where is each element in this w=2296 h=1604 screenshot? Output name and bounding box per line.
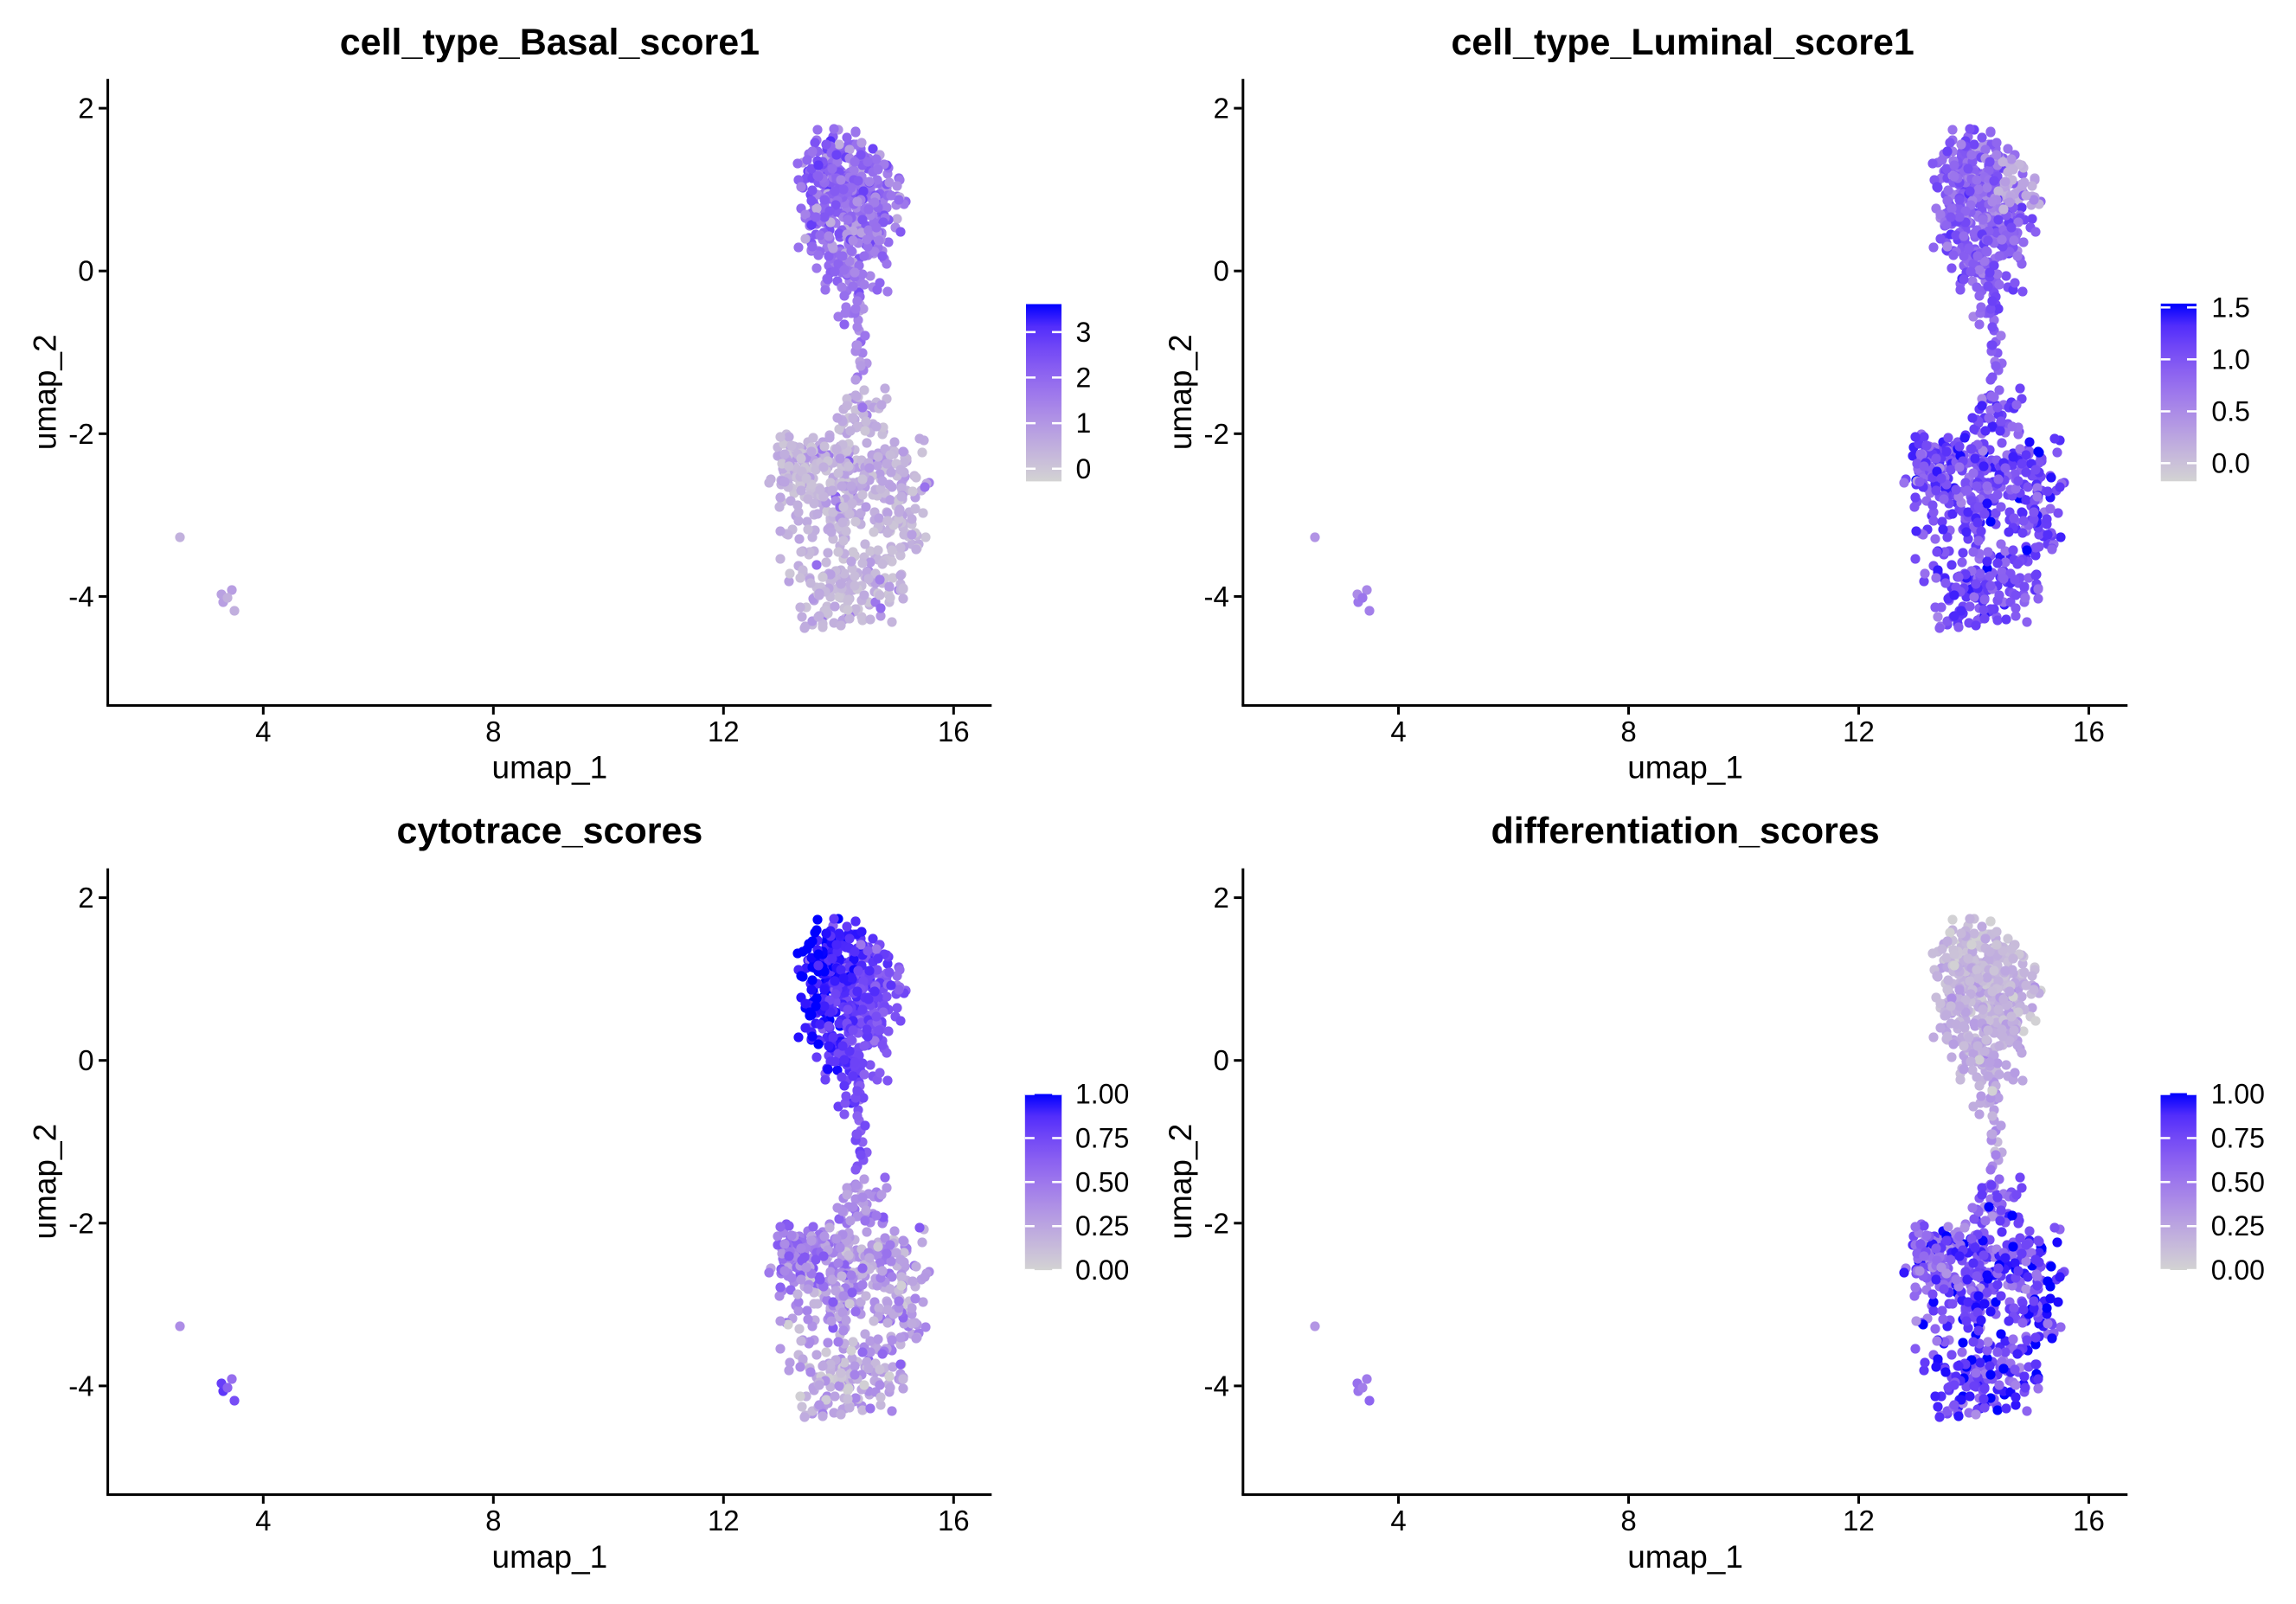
svg-text:16: 16 [2073, 1505, 2105, 1537]
svg-text:-4: -4 [68, 581, 93, 613]
svg-text:0: 0 [1213, 255, 1228, 287]
svg-text:8: 8 [1620, 715, 1636, 747]
svg-text:3: 3 [1076, 317, 1092, 348]
svg-text:0: 0 [1076, 453, 1092, 484]
svg-text:2: 2 [1213, 93, 1228, 125]
svg-text:differentiation_scores: differentiation_scores [1491, 811, 1879, 852]
svg-text:12: 12 [1843, 715, 1875, 747]
svg-text:0.0: 0.0 [2211, 447, 2249, 478]
svg-text:1: 1 [1076, 407, 1092, 439]
svg-text:4: 4 [255, 715, 271, 747]
svg-text:0.00: 0.00 [1075, 1254, 1129, 1286]
svg-text:cell_type_Basal_score1: cell_type_Basal_score1 [340, 22, 760, 63]
svg-text:4: 4 [255, 1505, 271, 1537]
svg-text:umap_1: umap_1 [492, 1539, 608, 1575]
svg-text:umap_2: umap_2 [28, 334, 63, 450]
svg-text:16: 16 [938, 715, 970, 747]
svg-text:0.25: 0.25 [1075, 1210, 1129, 1241]
svg-text:-2: -2 [68, 418, 93, 450]
svg-text:1.00: 1.00 [1075, 1079, 1129, 1110]
svg-text:umap_1: umap_1 [492, 750, 608, 786]
svg-text:1.0: 1.0 [2211, 343, 2249, 375]
svg-text:8: 8 [485, 715, 501, 747]
svg-text:-2: -2 [68, 1207, 93, 1239]
svg-text:12: 12 [1843, 1505, 1875, 1537]
svg-text:0.00: 0.00 [2211, 1254, 2265, 1286]
svg-text:umap_2: umap_2 [1163, 1124, 1198, 1240]
svg-text:12: 12 [708, 1505, 740, 1537]
svg-text:0: 0 [78, 1044, 93, 1076]
svg-text:1.00: 1.00 [2211, 1079, 2265, 1110]
svg-text:1.5: 1.5 [2211, 292, 2249, 323]
svg-text:umap_2: umap_2 [1163, 334, 1198, 450]
svg-text:0: 0 [78, 255, 93, 287]
svg-text:-2: -2 [1203, 418, 1228, 450]
svg-text:-2: -2 [1203, 1207, 1228, 1239]
svg-text:0.75: 0.75 [1075, 1122, 1129, 1153]
svg-text:2: 2 [78, 882, 93, 914]
svg-text:umap_1: umap_1 [1627, 1539, 1743, 1575]
svg-text:8: 8 [485, 1505, 501, 1537]
svg-text:cytotrace_scores: cytotrace_scores [397, 811, 703, 852]
svg-text:0: 0 [1213, 1044, 1228, 1076]
svg-text:12: 12 [708, 715, 740, 747]
svg-text:8: 8 [1620, 1505, 1636, 1537]
svg-text:16: 16 [2073, 715, 2105, 747]
svg-text:0.5: 0.5 [2211, 396, 2249, 427]
svg-text:0.50: 0.50 [1075, 1166, 1129, 1197]
svg-text:2: 2 [1213, 882, 1228, 914]
svg-text:-4: -4 [68, 1370, 93, 1402]
svg-text:0.75: 0.75 [2211, 1122, 2265, 1153]
svg-text:0.50: 0.50 [2211, 1166, 2265, 1197]
svg-text:umap_2: umap_2 [28, 1124, 63, 1240]
svg-text:2: 2 [78, 93, 93, 125]
svg-text:umap_1: umap_1 [1627, 750, 1743, 786]
svg-text:4: 4 [1390, 715, 1406, 747]
svg-text:0.25: 0.25 [2211, 1210, 2265, 1241]
svg-text:2: 2 [1076, 362, 1092, 393]
svg-text:4: 4 [1390, 1505, 1406, 1537]
svg-text:16: 16 [938, 1505, 970, 1537]
svg-text:-4: -4 [1203, 1370, 1228, 1402]
svg-text:cell_type_Luminal_score1: cell_type_Luminal_score1 [1451, 22, 1914, 63]
svg-text:-4: -4 [1203, 581, 1228, 613]
